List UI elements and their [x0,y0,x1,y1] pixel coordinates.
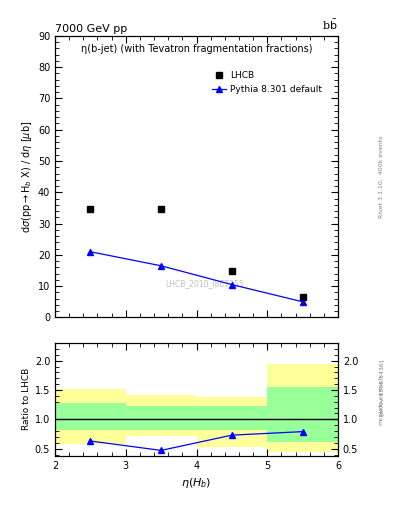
Text: Rivet 3.1.10,  400k events: Rivet 3.1.10, 400k events [379,135,384,218]
Text: b$\bar{\rm b}$: b$\bar{\rm b}$ [322,17,338,32]
LHCB [230,267,234,273]
LHCB [300,294,305,300]
Text: mcplots.cern.ch: mcplots.cern.ch [379,374,384,424]
LHCB [88,205,93,211]
Text: 7000 GeV pp: 7000 GeV pp [55,24,127,34]
Pythia 8.301 default [88,249,93,255]
Pythia 8.301 default [230,282,234,288]
Line: Pythia 8.301 default: Pythia 8.301 default [88,249,305,305]
Pythia 8.301 default [300,298,305,305]
Text: LHCB_2010_I867355: LHCB_2010_I867355 [165,279,244,288]
Text: η(b-jet) (with Tevatron fragmentation fractions): η(b-jet) (with Tevatron fragmentation fr… [81,45,312,54]
LHCB [159,206,163,212]
Y-axis label: d$\sigma$(pp$\rightarrow$H$_b$ X) / d$\eta$ [$\mu$b]: d$\sigma$(pp$\rightarrow$H$_b$ X) / d$\e… [20,120,34,233]
Text: [arXiv:1306.3436]: [arXiv:1306.3436] [379,358,384,415]
X-axis label: $\eta(H_b)$: $\eta(H_b)$ [181,476,212,490]
Legend: LHCB, Pythia 8.301 default: LHCB, Pythia 8.301 default [209,69,325,96]
Line: LHCB: LHCB [87,205,306,301]
Pythia 8.301 default [159,263,163,269]
Y-axis label: Ratio to LHCB: Ratio to LHCB [22,368,31,431]
